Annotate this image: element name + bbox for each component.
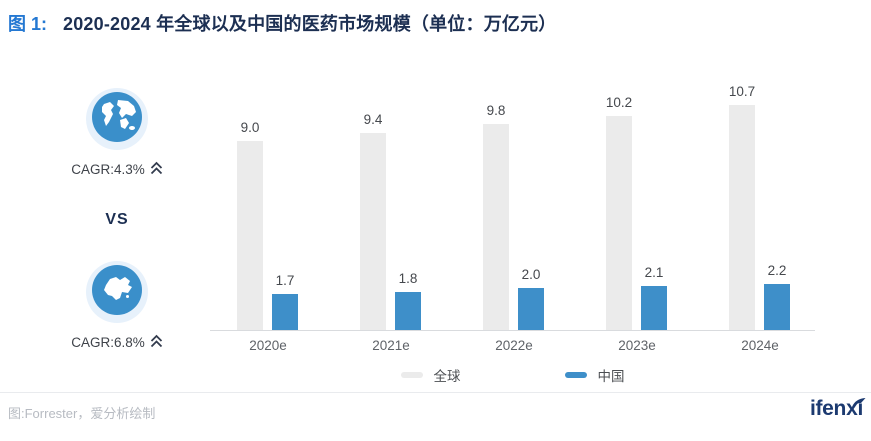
bar-全球: [360, 133, 386, 330]
x-tick-label: 2021e: [372, 338, 410, 353]
bar-value-label: 2.1: [644, 265, 664, 280]
bar-value-label: 1.7: [275, 273, 295, 288]
x-tick-label: 2023e: [618, 338, 656, 353]
bar-中国: [272, 294, 298, 330]
legend-item: 全球: [400, 365, 461, 385]
legend-label: 全球: [433, 369, 461, 384]
bar-value-label: 10.2: [605, 95, 633, 110]
globe-icon: [92, 91, 142, 147]
china-icon-halo: [86, 261, 148, 323]
bar-value-label: 9.4: [363, 112, 383, 127]
x-axis-tick-row: 2020e 2021e 2022e 2023e 2024e: [210, 338, 815, 358]
bar-value-label: 9.8: [486, 103, 506, 118]
bar-value-label: 1.8: [398, 271, 418, 286]
bar-全球: [606, 116, 632, 330]
x-tick-label: 2022e: [495, 338, 533, 353]
footer-divider: [0, 392, 871, 393]
china-cagr-value: CAGR:6.8%: [71, 335, 145, 350]
x-tick-label: 2024e: [741, 338, 779, 353]
x-tick-label: 2020e: [249, 338, 287, 353]
brand-logo: ifenxi: [809, 397, 866, 421]
global-cagr-line: CAGR:4.3%: [37, 161, 197, 178]
bar-中国: [764, 284, 790, 330]
legend-swatch: [400, 372, 423, 378]
globe-icon-halo: [86, 88, 148, 150]
bar-chart-plot-area: 9.0 1.7 9.4 1.8 9.8 2.0 10.2 2.1 10.7 2.2: [210, 84, 815, 331]
bar-全球: [483, 124, 509, 330]
bar-中国: [641, 286, 667, 330]
bar-value-label: 2.2: [767, 263, 787, 278]
chevron-double-up-icon: [150, 334, 163, 351]
bar-中国: [518, 288, 544, 330]
figure-title: 2020-2024 年全球以及中国的医药市场规模（单位：万亿元）: [63, 14, 557, 34]
legend-swatch: [564, 372, 587, 378]
bar-value-label: 10.7: [728, 84, 756, 99]
global-cagr-value: CAGR:4.3%: [71, 162, 145, 177]
bar-全球: [237, 141, 263, 330]
china-map-icon: [92, 264, 142, 320]
vs-label: VS: [105, 211, 129, 228]
figure-number-label: 图 1:: [8, 14, 48, 34]
bar-全球: [729, 105, 755, 330]
chart-legend: 全球 中国: [210, 365, 815, 385]
source-note: 图:Forrester，爱分析绘制: [8, 406, 156, 421]
bar-value-label: 9.0: [240, 120, 260, 135]
comparison-panel: CAGR:4.3% VS CAGR:6.8%: [37, 88, 197, 351]
brand-logo-text: ifenxi: [809, 397, 863, 420]
figure-header: 图 1: 2020-2024 年全球以及中国的医药市场规模（单位：万亿元）: [8, 10, 557, 36]
legend-item: 中国: [564, 365, 625, 385]
chevron-double-up-icon: [150, 161, 163, 178]
legend-label: 中国: [597, 369, 625, 384]
bar-value-label: 2.0: [521, 267, 541, 282]
china-cagr-line: CAGR:6.8%: [37, 334, 197, 351]
bar-中国: [395, 292, 421, 330]
logo-swoosh-icon: [851, 390, 867, 414]
